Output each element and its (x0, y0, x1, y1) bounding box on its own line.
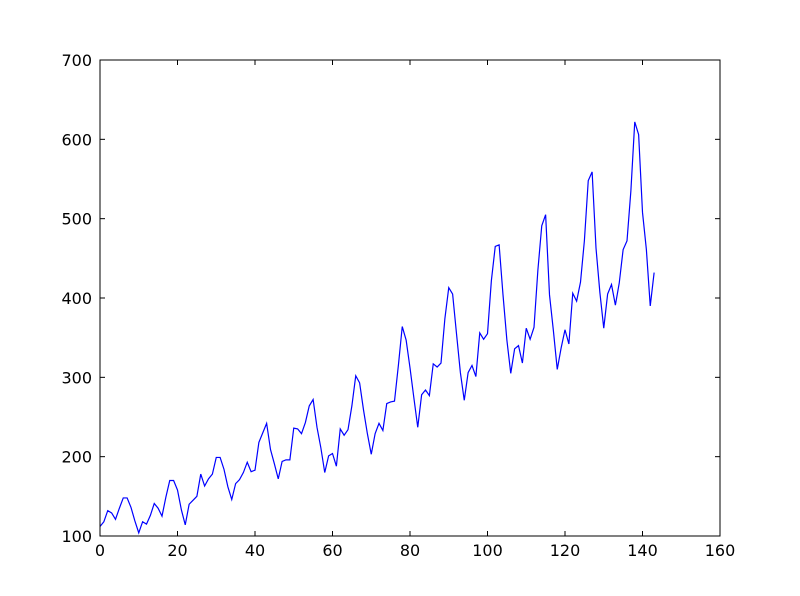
y-tick-label: 700 (61, 51, 92, 70)
y-tick-label: 400 (61, 289, 92, 308)
y-tick-label: 500 (61, 210, 92, 229)
x-tick-label: 0 (95, 541, 105, 560)
x-tick-label: 40 (245, 541, 265, 560)
data-line (99, 121, 655, 535)
y-tick-label: 200 (61, 448, 92, 467)
x-tick-label: 80 (400, 541, 420, 560)
x-tick-label: 160 (705, 541, 736, 560)
y-tick-label: 300 (61, 368, 92, 387)
x-tick-label: 120 (550, 541, 581, 560)
plot-frame (99, 59, 721, 537)
x-tick-label: 100 (472, 541, 503, 560)
x-tick-label: 140 (627, 541, 658, 560)
x-tick-label: 60 (322, 541, 342, 560)
x-tick-label: 20 (167, 541, 187, 560)
y-tick-label: 600 (61, 130, 92, 149)
y-tick-label: 100 (61, 527, 92, 546)
